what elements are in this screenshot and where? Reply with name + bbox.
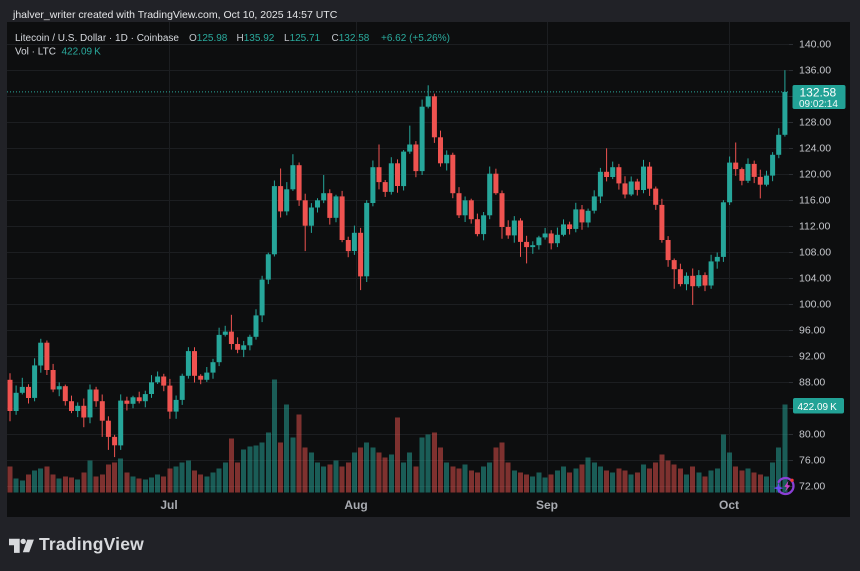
- svg-text:72.00: 72.00: [799, 481, 825, 493]
- svg-text:112.00: 112.00: [799, 221, 830, 233]
- svg-text:09:02:14: 09:02:14: [799, 99, 838, 110]
- svg-text:120.00: 120.00: [799, 169, 831, 181]
- svg-text:Oct: Oct: [719, 498, 739, 512]
- svg-text:Sep: Sep: [536, 498, 558, 512]
- svg-text:104.00: 104.00: [799, 273, 831, 285]
- svg-text:132.58: 132.58: [800, 86, 837, 100]
- svg-text:422.09 K: 422.09 K: [798, 402, 838, 413]
- svg-text:76.00: 76.00: [799, 455, 825, 467]
- svg-text:136.00: 136.00: [799, 65, 831, 77]
- svg-text:Litecoin / U.S. Dollar · 1D ·: Litecoin / U.S. Dollar · 1D · Coinbase O1…: [15, 33, 450, 44]
- svg-text:Jul: Jul: [160, 498, 177, 512]
- svg-text:Aug: Aug: [344, 498, 367, 512]
- svg-text:80.00: 80.00: [799, 429, 825, 441]
- svg-text:108.00: 108.00: [799, 247, 831, 259]
- svg-text:100.00: 100.00: [799, 299, 831, 311]
- svg-text:124.00: 124.00: [799, 143, 831, 155]
- svg-text:116.00: 116.00: [799, 195, 830, 207]
- svg-text:128.00: 128.00: [799, 117, 831, 129]
- svg-text:140.00: 140.00: [799, 39, 831, 51]
- svg-text:96.00: 96.00: [799, 325, 825, 337]
- svg-text:92.00: 92.00: [799, 351, 825, 363]
- svg-text:88.00: 88.00: [799, 377, 825, 389]
